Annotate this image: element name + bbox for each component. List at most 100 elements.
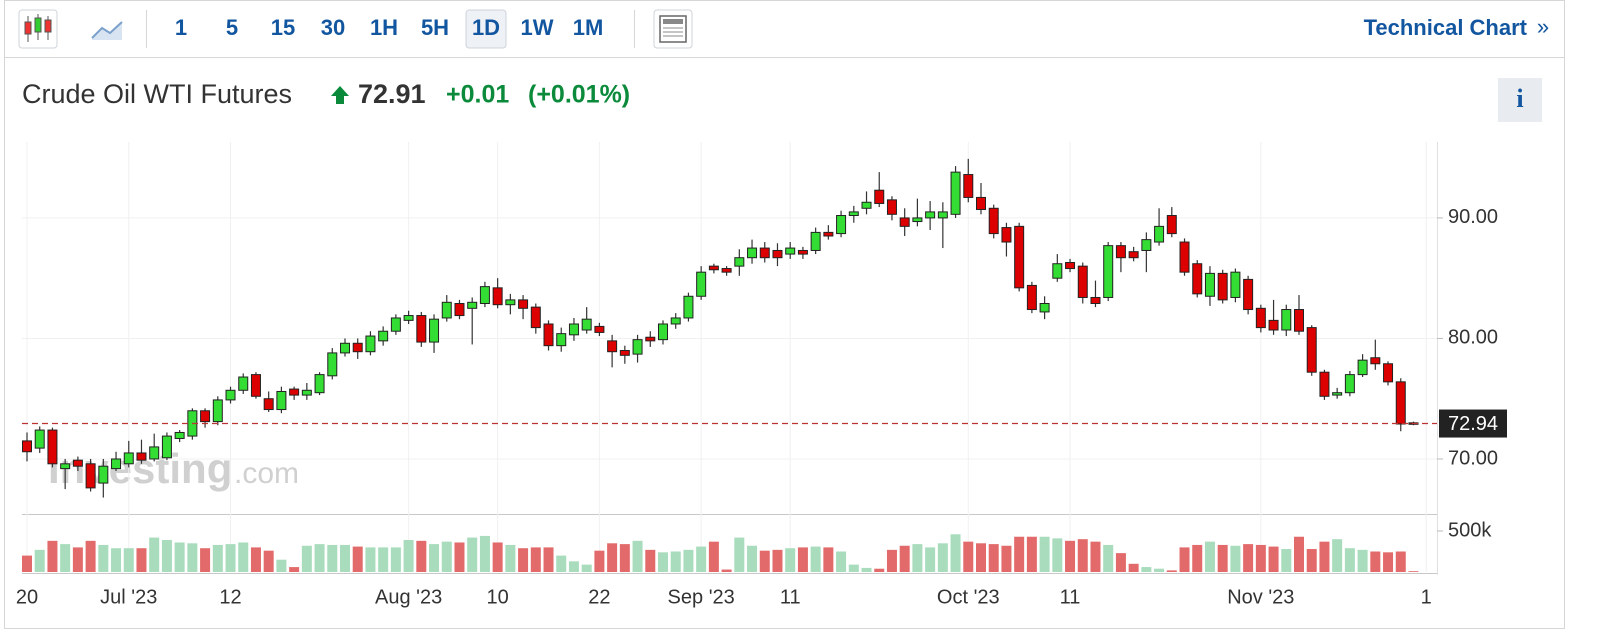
volume-bar [238,542,249,572]
volume-bar [1281,549,1292,572]
volume-bar [289,567,300,572]
volume-bar [1090,541,1101,572]
news-button[interactable] [653,9,693,49]
technical-chart-link[interactable]: Technical Chart [1364,15,1528,40]
x-tick-label: Oct '23 [937,586,1000,608]
price-change: +0.01 [446,81,509,109]
candle-body [543,323,554,347]
candle-body [1128,251,1139,259]
volume-bar [1370,551,1381,572]
volume-bar [492,542,503,572]
volume-bar [263,550,274,572]
active-interval-bg [465,9,507,49]
interval-button[interactable]: 1M [573,15,604,40]
volume-bar [1166,570,1177,572]
x-tick-label: 22 [588,586,610,608]
x-tick-label: 10 [487,586,509,608]
volume-bar [1255,544,1266,572]
line-type-button[interactable] [91,21,123,40]
candle-body [568,323,579,336]
volume-bar [886,549,897,572]
candle-body [492,287,503,306]
volume-bar [1052,538,1063,572]
candle-body [518,299,529,309]
volume-bar [1039,536,1050,572]
candle-body [149,446,160,460]
volume-bar [658,552,668,572]
candle-body [72,459,83,467]
candle-body [1115,245,1126,259]
x-tick-label: 12 [219,586,241,608]
candle-body [289,388,300,396]
volume-bar [1408,571,1419,572]
candle-body [696,271,707,297]
candle-body [1357,359,1368,376]
plot [22,142,1437,572]
volume-bar [390,547,401,572]
volume-bar [1115,553,1126,572]
volume-bar [1026,536,1037,572]
volume-bar [734,537,745,572]
candle-body [1192,263,1203,295]
candle-body [390,317,401,332]
volume-bar [556,555,567,572]
candle-type-button[interactable] [18,9,58,49]
candle-body [1141,239,1152,251]
volume-bar [899,545,910,572]
candle-body [747,247,758,259]
volume-bar [365,547,376,572]
volume-bar [161,540,172,572]
candle-body [378,330,389,342]
volume-bar [518,548,529,572]
volume-bar [123,548,134,572]
volume-bar [174,542,185,572]
interval-button[interactable]: 15 [271,15,295,40]
volume-bar [212,544,223,572]
interval-button[interactable]: 1D [472,15,500,40]
candle-body [111,458,122,470]
volume-bar [645,549,656,572]
volume-bar [454,542,465,572]
volume-bar [810,546,821,572]
x-tick-label: Nov '23 [1227,586,1294,608]
candle-body [441,301,452,319]
interval-button[interactable]: 1H [370,15,398,40]
y-tick-label: 70.00 [1448,447,1498,469]
interval-button[interactable]: 5H [421,15,449,40]
volume-bar [1077,539,1088,572]
candle-body [1014,225,1025,289]
candle-body [276,390,287,411]
volume-bar [1154,568,1165,572]
candle-body [1204,272,1215,297]
volume-tick-label: 500k [1448,519,1492,541]
volume-bar [1332,539,1343,572]
candle-body [1039,302,1050,313]
candle-body [1395,381,1406,425]
candle-body [225,389,236,401]
x-tick-label: Aug '23 [375,586,442,608]
volume-bar [1179,547,1190,572]
info-button[interactable]: i [1516,84,1523,113]
candle-body [619,350,630,356]
volume-bar [823,547,834,572]
volume-bar [594,550,605,572]
interval-button[interactable]: 1 [175,15,187,40]
interval-button[interactable]: 5 [226,15,238,40]
volume-bar [441,541,452,572]
y-tick-label: 90.00 [1448,206,1498,228]
candle-body [1370,357,1381,365]
volume-bar [1344,548,1355,572]
volume-bar [314,544,325,572]
chevron[interactable]: » [1537,14,1549,39]
interval-button[interactable]: 1W [521,15,554,40]
volume-bar [1230,545,1241,572]
candle-body [734,257,745,267]
x-tick-label: 20 [16,586,38,608]
interval-button[interactable]: 30 [321,15,345,40]
info-button-bg[interactable] [1498,78,1542,122]
candle-body [556,333,567,347]
volume-bar [619,544,630,572]
volume-bar [340,544,350,572]
candle-body [1065,262,1076,270]
volume-bar [1306,549,1317,572]
